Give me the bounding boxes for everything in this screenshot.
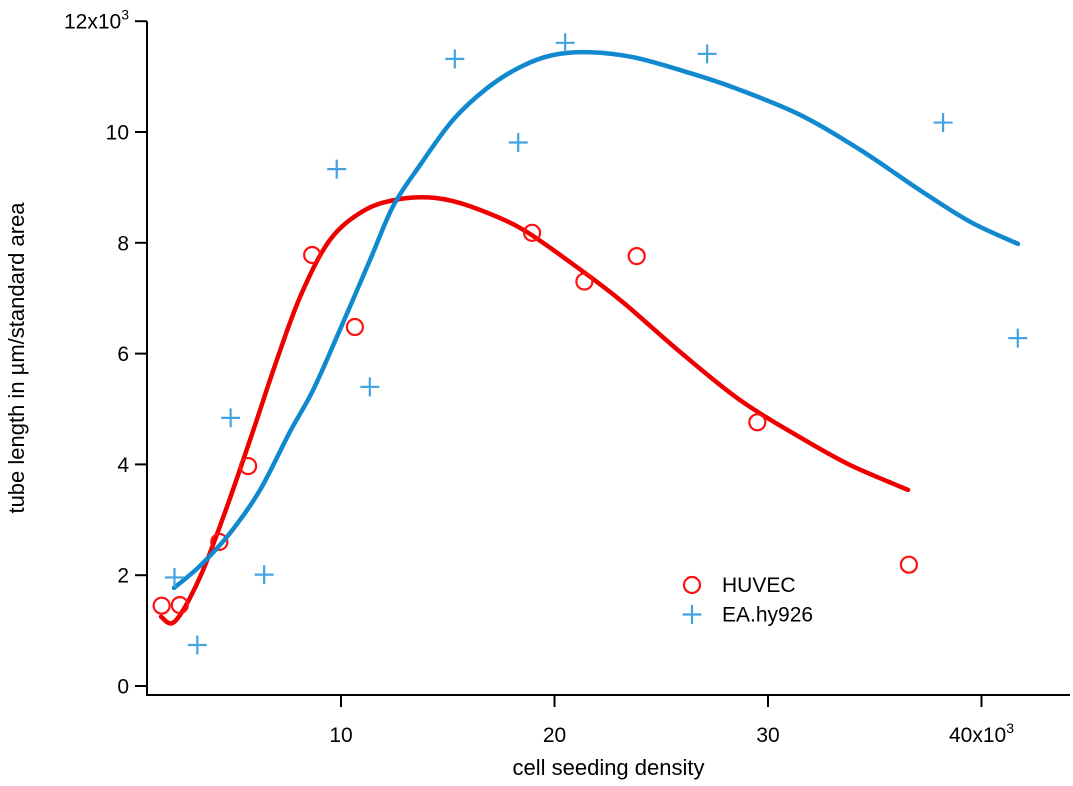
y-axis-title: tube length in µm/standard area <box>4 202 29 514</box>
legend-plus-marker <box>682 605 702 624</box>
y-tick-label: 8 <box>117 232 129 255</box>
y-axis-ticks: 0 2 4 6 8 10 12x103 <box>64 7 147 699</box>
y-tick-label: 2 <box>117 565 129 588</box>
data-point-circle <box>575 272 594 291</box>
data-point-plus <box>445 49 465 69</box>
x-tick-label: 40x103 <box>949 720 1014 747</box>
series-huvec <box>152 194 919 626</box>
data-point-plus <box>508 133 528 153</box>
x-axis-ticks: 10 20 30 40x103 <box>329 695 1014 747</box>
data-point-circle <box>345 317 364 337</box>
fit-curve <box>171 49 1021 591</box>
y-tick-label: 6 <box>117 343 129 366</box>
data-point-circle <box>239 456 258 476</box>
y-tick-label: 0 <box>117 676 129 699</box>
data-point-circle <box>170 596 189 615</box>
axes: 0 2 4 6 8 10 12x103 10 20 30 40x103 <box>64 7 1070 747</box>
data-point-plus <box>1008 328 1028 348</box>
data-point-plus <box>164 567 184 587</box>
data-point-circle <box>748 413 767 432</box>
legend-label: EA.hy926 <box>722 604 813 627</box>
x-tick-label: 10 <box>329 724 352 747</box>
data-point-circle <box>522 223 542 242</box>
x-axis-title: cell seeding density <box>512 755 704 780</box>
series-ea-hy926 <box>164 33 1028 655</box>
y-tick-label: 12x103 <box>64 7 129 34</box>
x-tick-label: 20 <box>543 724 566 747</box>
data-point-plus <box>327 159 347 179</box>
data-point-plus <box>360 377 380 397</box>
data-point-circle <box>627 246 646 266</box>
data-point-plus <box>933 113 953 133</box>
data-point-circle <box>899 555 919 574</box>
x-tick-label: 30 <box>756 724 779 747</box>
data-point-circle <box>210 532 229 552</box>
data-point-circle <box>303 245 322 265</box>
legend-label: HUVEC <box>722 574 796 597</box>
data-point-circle <box>152 596 171 615</box>
fit-curve <box>158 194 911 626</box>
y-tick-label: 10 <box>106 122 129 145</box>
data-point-plus <box>254 565 274 585</box>
legend-circle-marker <box>682 575 702 595</box>
data-point-plus <box>187 635 207 655</box>
data-point-plus <box>697 44 717 64</box>
legend: HUVEC EA.hy926 <box>682 574 813 627</box>
data-point-plus <box>221 408 241 428</box>
data-point-plus <box>555 33 575 53</box>
y-tick-label: 4 <box>117 454 129 477</box>
